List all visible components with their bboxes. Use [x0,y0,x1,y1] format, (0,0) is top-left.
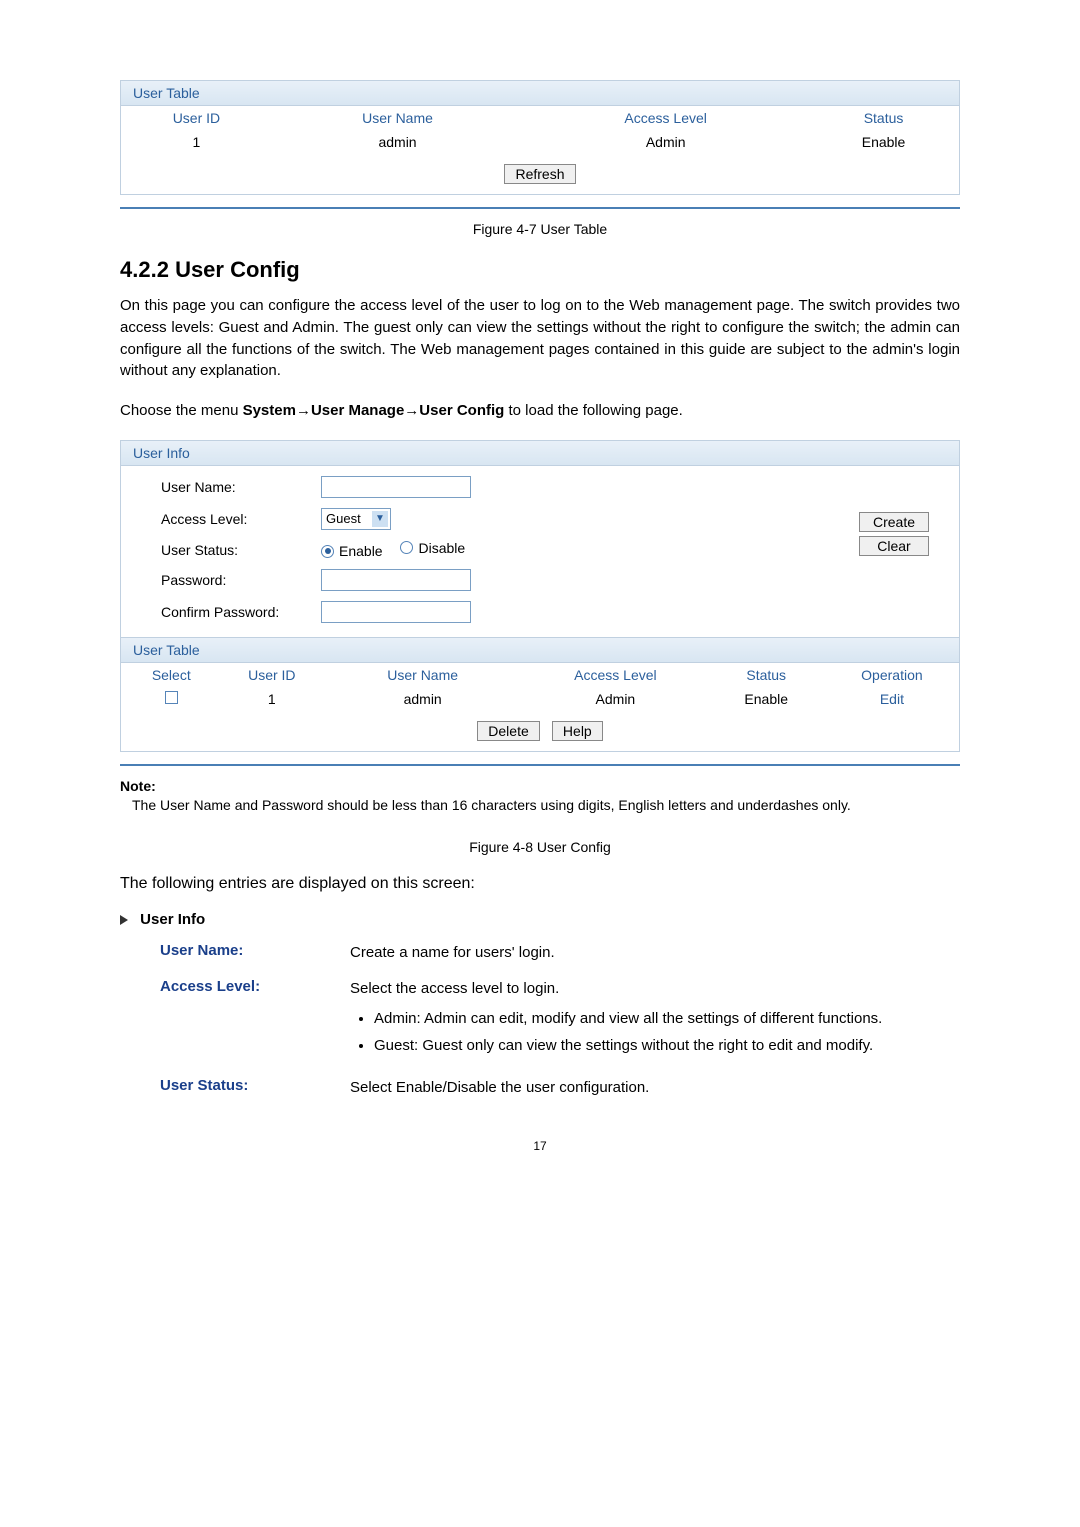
access-level-value: Guest [326,511,361,526]
delete-button[interactable]: Delete [477,721,539,741]
body-access-level: Select the access level to login. Admin:… [350,978,960,1063]
figure-caption-1: Figure 4-7 User Table [120,221,960,237]
menu-path-line: Choose the menu System→User Manage→User … [120,400,960,422]
edit-link[interactable]: Edit [825,691,959,707]
body-user-name: Create a name for users' login. [350,942,960,964]
label-user-status: User Status: [161,542,321,558]
section-number: 4.2.2 [120,257,169,282]
refresh-button[interactable]: Refresh [504,164,575,184]
col-user-name: User Name [272,110,523,126]
section-heading: 4.2.2 User Config [120,257,960,283]
def-access-level: Access Level: Select the access level to… [160,978,960,1063]
password-input[interactable] [321,569,471,591]
col-user-name: User Name [322,667,523,683]
entries-intro: The following entries are displayed on t… [120,875,960,893]
divider [120,207,960,209]
col-status: Status [808,110,959,126]
user-status-radios: Enable Disable [321,540,799,560]
help-button[interactable]: Help [552,721,603,741]
user-name-input[interactable] [321,476,471,498]
cell-status: Enable [808,134,959,150]
radio-enable[interactable]: Enable [321,543,383,559]
table-row: 1 admin Admin Enable [121,130,959,154]
confirm-password-input[interactable] [321,601,471,623]
user-info-subsection: User Info [120,911,960,928]
divider [120,764,960,766]
access-level-intro: Select the access level to login. [350,980,559,997]
cell-status: Enable [708,691,825,707]
cell-user-id: 1 [121,134,272,150]
user-config-panel: User Info User Name: Access Level: Guest… [120,440,960,753]
cell-user-id: 1 [222,691,323,707]
radio-disable-label: Disable [418,540,465,556]
term-access-level: Access Level: [160,978,350,1063]
table-header-row: User ID User Name Access Level Status [121,106,959,130]
note-label: Note: [120,778,960,794]
radio-enable-label: Enable [339,543,383,559]
label-user-name: User Name: [161,479,321,495]
label-access-level: Access Level: [161,511,321,527]
intro-paragraph: On this page you can configure the acces… [120,295,960,382]
col-select: Select [121,667,222,683]
col-access-level: Access Level [523,667,707,683]
cell-user-name: admin [272,134,523,150]
cell-user-name: admin [322,691,523,707]
panel-header-user-table-2: User Table [121,637,959,663]
menu-suffix: to load the following page. [504,402,682,419]
radio-icon [400,541,413,554]
access-level-bullet-admin: Admin: Admin can edit, modify and view a… [374,1008,960,1030]
table2-header-row: Select User ID User Name Access Level St… [121,663,959,687]
arrow-icon [120,915,128,925]
radio-disable[interactable]: Disable [400,540,465,556]
menu-prefix: Choose the menu [120,402,243,419]
menu-breadcrumb: System→User Manage→User Config [243,402,505,419]
def-user-status: User Status: Select Enable/Disable the u… [160,1077,960,1099]
table2-button-row: Delete Help [121,711,959,751]
term-user-status: User Status: [160,1077,350,1099]
cell-access-level: Admin [523,691,707,707]
chevron-down-icon: ▼ [372,511,388,527]
user-table-panel-1: User Table User ID User Name Access Leve… [120,80,960,195]
panel-header-user-table: User Table [121,81,959,106]
term-user-name: User Name: [160,942,350,964]
col-user-id: User ID [222,667,323,683]
user-info-form: User Name: Access Level: Guest ▼ Create … [121,466,959,638]
access-level-select[interactable]: Guest ▼ [321,508,391,530]
label-confirm-password: Confirm Password: [161,604,321,620]
table-row: 1 admin Admin Enable Edit [121,687,959,711]
cell-access-level: Admin [523,134,808,150]
figure-caption-2: Figure 4-8 User Config [120,839,960,855]
row-checkbox[interactable] [165,691,178,704]
create-button[interactable]: Create [859,512,929,532]
col-operation: Operation [825,667,959,683]
note-text: The User Name and Password should be les… [132,796,960,815]
radio-icon [321,545,334,558]
section-title: User Config [175,257,300,282]
refresh-button-row: Refresh [121,154,959,194]
access-level-bullet-guest: Guest: Guest only can view the settings … [374,1035,960,1057]
col-user-id: User ID [121,110,272,126]
col-status: Status [708,667,825,683]
sub-heading: User Info [140,911,205,928]
panel-header-user-info: User Info [121,441,959,466]
label-password: Password: [161,572,321,588]
col-access-level: Access Level [523,110,808,126]
body-user-status: Select Enable/Disable the user configura… [350,1077,960,1099]
form-buttons: Create Clear [799,512,939,556]
page-number: 17 [120,1139,960,1153]
clear-button[interactable]: Clear [859,536,929,556]
def-user-name: User Name: Create a name for users' logi… [160,942,960,964]
